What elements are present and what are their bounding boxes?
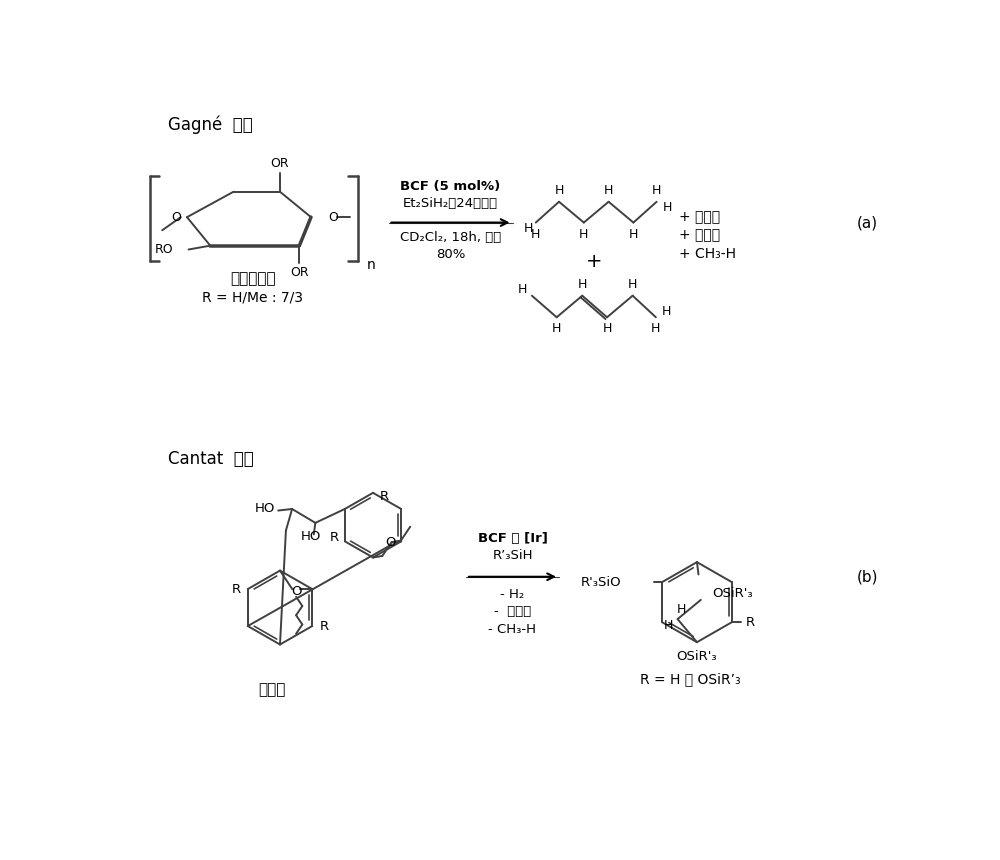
Text: CD₂Cl₂, 18h, 室温: CD₂Cl₂, 18h, 室温 <box>400 231 501 244</box>
Text: R: R <box>379 490 388 503</box>
Text: OSiR'₃: OSiR'₃ <box>677 649 717 662</box>
Text: HO: HO <box>255 502 275 515</box>
Text: H: H <box>518 283 527 296</box>
Text: H: H <box>523 222 533 236</box>
Text: + 硅氧烷: + 硅氧烷 <box>679 229 720 243</box>
Text: + 异构体: + 异构体 <box>679 210 720 224</box>
Text: H: H <box>552 322 561 335</box>
Text: (a): (a) <box>857 215 878 230</box>
Text: R = H 或 OSiR’₃: R = H 或 OSiR’₃ <box>640 673 741 686</box>
Text: n: n <box>367 258 376 272</box>
Text: R: R <box>329 531 339 544</box>
Text: 甲基纤维素: 甲基纤维素 <box>230 271 276 286</box>
Text: H: H <box>652 185 661 198</box>
Text: OR: OR <box>271 157 289 169</box>
Text: BCF (5 mol%): BCF (5 mol%) <box>400 180 501 193</box>
Text: H: H <box>664 618 673 632</box>
Text: R = H/Me : 7/3: R = H/Me : 7/3 <box>202 290 303 304</box>
Text: - CH₃-H: - CH₃-H <box>488 623 536 636</box>
Text: 80%: 80% <box>436 248 465 261</box>
Text: R: R <box>746 616 755 629</box>
Text: 木质素: 木质素 <box>259 683 286 697</box>
Text: Et₂SiH₂（24当量）: Et₂SiH₂（24当量） <box>403 197 498 210</box>
Text: H: H <box>579 229 588 242</box>
Text: O: O <box>328 211 338 224</box>
Text: H: H <box>628 278 637 291</box>
Text: BCF 或 [Ir]: BCF 或 [Ir] <box>478 531 547 544</box>
Text: - H₂: - H₂ <box>500 588 525 601</box>
Text: H: H <box>578 278 587 291</box>
Text: H: H <box>629 229 638 242</box>
Text: O: O <box>291 585 301 598</box>
Text: OSiR'₃: OSiR'₃ <box>712 587 753 600</box>
Text: R: R <box>232 582 241 596</box>
Text: O: O <box>385 537 396 550</box>
Text: H: H <box>663 201 672 214</box>
Text: H: H <box>662 304 671 317</box>
Text: +: + <box>586 252 602 271</box>
Text: R'₃SiO: R'₃SiO <box>581 575 622 588</box>
Text: H: H <box>554 185 564 198</box>
Text: (b): (b) <box>857 569 878 584</box>
Text: + CH₃-H: + CH₃-H <box>679 247 736 261</box>
Text: -  硅氧烷: - 硅氧烷 <box>494 605 531 617</box>
Text: R: R <box>319 619 328 633</box>
Text: H: H <box>677 604 686 617</box>
Text: O: O <box>171 211 181 224</box>
Text: R’₃SiH: R’₃SiH <box>492 550 533 562</box>
Text: H: H <box>602 322 612 335</box>
Text: HO: HO <box>301 531 322 544</box>
Text: H: H <box>651 322 661 335</box>
Text: Cantat  等人: Cantat 等人 <box>168 450 253 468</box>
Text: H: H <box>604 185 613 198</box>
Text: RO: RO <box>154 243 173 256</box>
Text: Gagné  等人: Gagné 等人 <box>168 115 252 134</box>
Text: H: H <box>531 229 540 242</box>
Text: OR: OR <box>290 266 309 280</box>
